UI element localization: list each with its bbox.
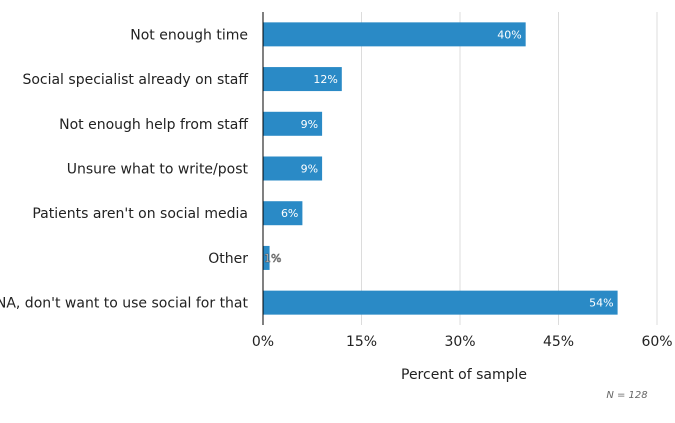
category-label: Social specialist already on staff bbox=[22, 72, 248, 88]
category-label: Unsure what to write/post bbox=[67, 162, 249, 178]
x-tick-label: 45% bbox=[543, 334, 574, 350]
bar bbox=[263, 22, 526, 47]
category-label: Not enough time bbox=[130, 27, 248, 43]
data-label: 40% bbox=[497, 28, 521, 41]
bar bbox=[263, 290, 618, 315]
data-label: 1% bbox=[264, 252, 281, 265]
bar bbox=[263, 111, 323, 136]
x-axis-label: Percent of sample bbox=[401, 367, 527, 383]
category-label: Patients aren't on social media bbox=[32, 206, 248, 222]
category-label: Not enough help from staff bbox=[59, 117, 248, 133]
bar bbox=[263, 67, 342, 92]
x-tick-label: 0% bbox=[252, 334, 274, 350]
bar bbox=[263, 245, 270, 270]
x-tick-label: 30% bbox=[444, 334, 475, 350]
data-label: 12% bbox=[313, 73, 337, 86]
category-label: NA, don't want to use social for that bbox=[0, 296, 249, 312]
sample-size-note: N = 128 bbox=[606, 390, 647, 401]
bar bbox=[263, 156, 323, 181]
data-label: 6% bbox=[281, 207, 298, 220]
data-label: 54% bbox=[589, 297, 613, 310]
data-label: 9% bbox=[301, 163, 318, 176]
data-label: 9% bbox=[301, 118, 318, 131]
x-tick-label: 15% bbox=[346, 334, 377, 350]
bar bbox=[263, 201, 303, 226]
category-label: Other bbox=[208, 251, 248, 267]
x-tick-label: 60% bbox=[641, 334, 672, 350]
